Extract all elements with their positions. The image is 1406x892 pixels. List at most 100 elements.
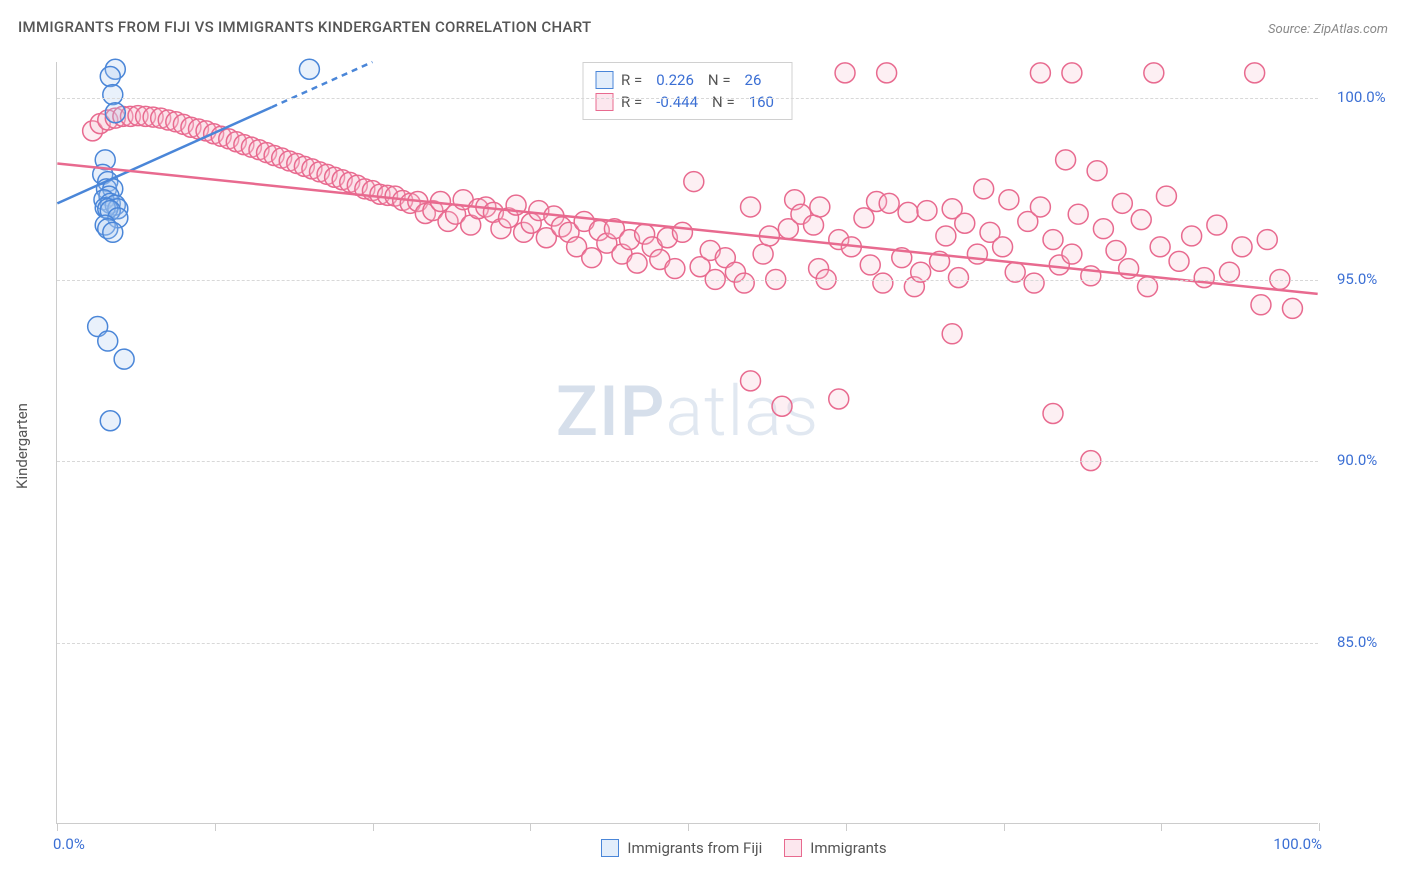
point-immigrants [1024,273,1044,293]
point-fiji [100,411,120,431]
point-fiji [105,103,125,123]
point-immigrants [672,222,692,242]
point-immigrants [1043,230,1063,250]
point-immigrants [1182,226,1202,246]
gridline [57,98,1318,99]
regression-dash-fiji [272,62,373,107]
point-fiji [103,222,123,242]
point-immigrants [1131,210,1151,230]
legend-row-fiji: R = 0.226 N = 26 [595,69,780,91]
point-immigrants [1112,193,1132,213]
x-tick [215,823,216,831]
point-fiji [100,67,120,87]
point-immigrants [879,193,899,213]
point-immigrants [829,389,849,409]
point-fiji [114,349,134,369]
point-immigrants [1093,219,1113,239]
point-immigrants [734,273,754,293]
x-tick [688,823,689,831]
plot-svg [57,62,1318,823]
legend-swatch-fiji [595,71,613,89]
x-tick [1161,823,1162,831]
point-immigrants [898,202,918,222]
point-immigrants [753,244,773,264]
point-immigrants [854,208,874,228]
point-immigrants [1156,186,1176,206]
y-tick-label: 100.0% [1337,88,1386,106]
point-immigrants [873,273,893,293]
legend-r-fiji: 0.226 [650,71,700,89]
point-immigrants [665,259,685,279]
point-immigrants [1282,298,1302,318]
gridline [57,461,1318,462]
y-tick-label: 95.0% [1337,270,1377,288]
series-swatch-immigrants [784,839,802,857]
point-immigrants [942,324,962,344]
point-immigrants [860,255,880,275]
point-immigrants [1068,204,1088,224]
point-immigrants [967,244,987,264]
point-immigrants [1257,230,1277,250]
point-immigrants [993,237,1013,257]
legend-r-label: R = [621,71,642,89]
point-immigrants [772,396,792,416]
series-legend-immigrants: Immigrants [784,839,886,857]
series-legend: Immigrants from Fiji Immigrants [113,839,1375,857]
point-fiji [299,59,319,79]
point-immigrants [627,253,647,273]
x-tick [1004,823,1005,831]
series-label-fiji: Immigrants from Fiji [627,839,762,857]
legend-r-label-2: R = [621,93,642,111]
point-immigrants [1144,63,1164,83]
chart-title: IMMIGRANTS FROM FIJI VS IMMIGRANTS KINDE… [18,18,591,36]
point-immigrants [1106,240,1126,260]
point-fiji [98,331,118,351]
y-axis-label: Kindergarten [13,403,31,489]
point-immigrants [1030,63,1050,83]
plot-area: ZIPatlas R = 0.226 N = 26 R = -0.444 N =… [56,62,1318,824]
x-max-label: 100.0% [1273,835,1322,853]
legend-n-label-2: N = [712,93,735,111]
series-label-immigrants: Immigrants [810,839,886,857]
gridline [57,643,1318,644]
x-tick [1319,823,1320,831]
point-immigrants [948,268,968,288]
correlation-legend: R = 0.226 N = 26 R = -0.444 N = 160 [582,62,793,120]
point-immigrants [1251,295,1271,315]
y-tick-label: 85.0% [1337,633,1377,651]
series-legend-fiji: Immigrants from Fiji [601,839,762,857]
point-immigrants [877,63,897,83]
point-immigrants [1030,197,1050,217]
series-swatch-fiji [601,839,619,857]
point-immigrants [1207,215,1227,235]
legend-n-fiji: 26 [739,71,768,89]
point-immigrants [1062,244,1082,264]
point-immigrants [936,226,956,246]
point-immigrants [955,213,975,233]
x-tick [846,823,847,831]
point-immigrants [804,215,824,235]
point-immigrants [741,197,761,217]
point-immigrants [1062,63,1082,83]
point-immigrants [684,172,704,192]
x-tick [373,823,374,831]
point-immigrants [1169,251,1189,271]
point-immigrants [917,201,937,221]
point-immigrants [741,371,761,391]
point-immigrants [1056,150,1076,170]
legend-n-label: N = [708,71,731,89]
x-tick [57,823,58,831]
source-attribution: Source: ZipAtlas.com [1268,22,1388,37]
point-immigrants [1043,404,1063,424]
point-immigrants [1194,268,1214,288]
point-immigrants [1245,63,1265,83]
chart-container: IMMIGRANTS FROM FIJI VS IMMIGRANTS KINDE… [0,0,1406,892]
y-tick-label: 90.0% [1337,451,1377,469]
point-immigrants [582,248,602,268]
legend-swatch-immigrants [595,93,613,111]
legend-n-immigrants: 160 [743,93,780,111]
point-immigrants [1232,237,1252,257]
x-min-label: 0.0% [53,835,85,853]
point-immigrants [810,197,830,217]
gridline [57,280,1318,281]
